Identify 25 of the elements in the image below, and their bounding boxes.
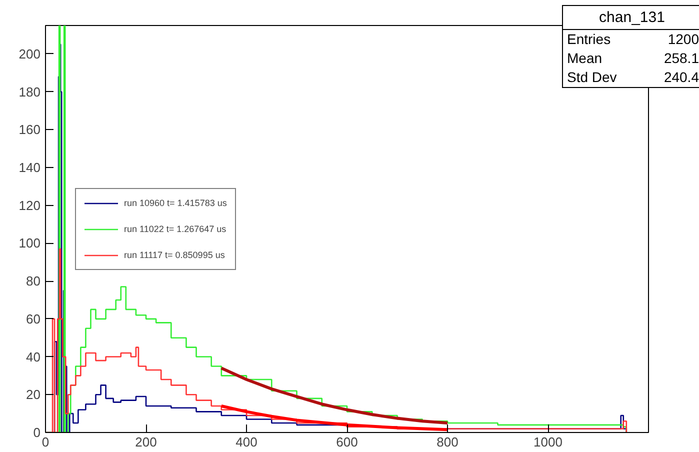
x-tick-label: 600 bbox=[336, 434, 358, 450]
y-tick-label: 160 bbox=[18, 122, 41, 138]
line-series bbox=[220, 366, 449, 425]
y-tick-label: 40 bbox=[26, 349, 41, 364]
y-tick-label: 0 bbox=[33, 425, 41, 440]
legend-label: run 10960 t= 1.415783 us bbox=[124, 198, 227, 208]
y-tick-label: 100 bbox=[18, 236, 41, 251]
y-tick-label: 140 bbox=[18, 160, 41, 175]
y-tick-label: 80 bbox=[26, 274, 41, 289]
chart-title: chan_131 bbox=[563, 6, 699, 30]
y-tick-label: 120 bbox=[18, 198, 41, 213]
legend-label: run 11022 t= 1.267647 us bbox=[124, 224, 226, 234]
y-tick-label: 200 bbox=[18, 46, 41, 62]
y-tick-label: 20 bbox=[26, 387, 41, 402]
text: Mean 258.1 bbox=[567, 50, 699, 66]
text: Std Dev 240.4 bbox=[567, 69, 699, 86]
x-tick-label: 800 bbox=[436, 434, 458, 450]
legend-label: run 11117 t= 0.850995 us bbox=[124, 250, 225, 260]
y-tick-label: 180 bbox=[18, 84, 41, 100]
x-tick-label: 200 bbox=[135, 434, 157, 450]
x-tick-label: 1000 bbox=[534, 434, 562, 450]
y-tick-label: 60 bbox=[26, 311, 41, 326]
x-tick-label: 400 bbox=[236, 434, 258, 450]
line-series bbox=[220, 404, 449, 432]
text: Entries 1200 bbox=[567, 31, 699, 48]
